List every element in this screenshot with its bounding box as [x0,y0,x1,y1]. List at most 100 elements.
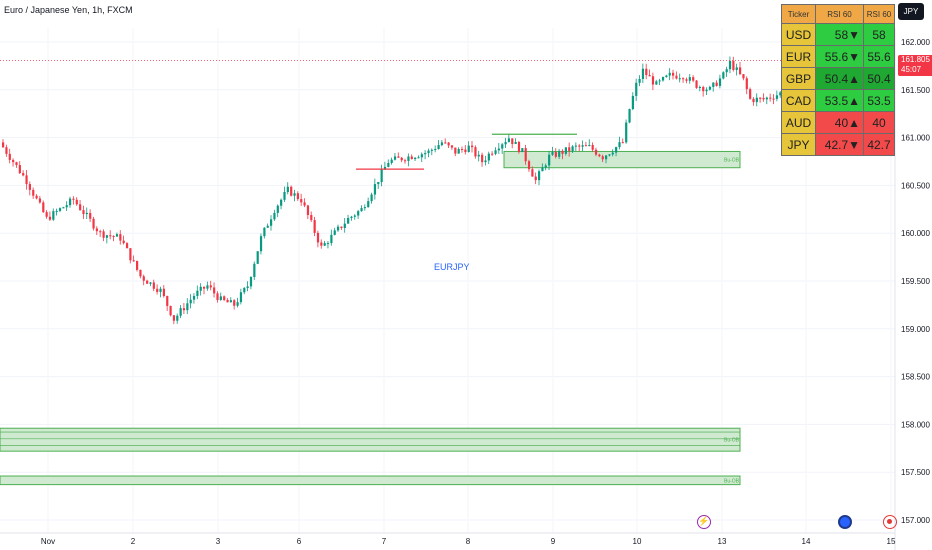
candle-body [330,234,333,244]
order-block-zone [503,150,741,169]
x-tick-label: Nov [41,537,55,546]
candle-body [236,302,239,306]
candle-body [320,242,323,246]
candle-body [353,215,356,217]
rsi-value: 40▲ [815,111,864,134]
candle-body [497,148,500,151]
last-price-tag: 161.805 45:07 [898,55,932,76]
candle-body [460,149,464,151]
candle-body [79,204,82,211]
rsi-ticker: CAD [781,89,816,112]
candle-body [270,219,273,226]
candle-body [504,141,507,145]
candle-body [303,202,306,206]
candle-body [404,160,407,162]
chart-title: Euro / Japanese Yen, 1h, FXCM [4,5,133,15]
y-tick-label: 161.000 [901,134,930,143]
candle-body [769,97,772,99]
candle-body [611,152,614,155]
candle-body [326,243,330,245]
candle-body [752,98,755,103]
support-resistance-lines [0,60,895,170]
candle-body [169,305,172,316]
candle-body [58,208,62,211]
candle-body [625,122,628,143]
x-tick-label: 7 [382,537,387,546]
candle-body [417,157,420,159]
candle-body [156,288,159,292]
candle-body [253,263,256,278]
candle-body [223,296,226,300]
bar-countdown: 45:07 [901,65,922,74]
x-tick-label: 10 [633,537,642,546]
candle-body [742,74,745,79]
candle-body [715,82,718,86]
candle-body [373,184,377,195]
candle-body [501,144,504,149]
candle-body [745,78,748,90]
candle-body [115,234,119,237]
candle-body [176,315,179,321]
currency-badge[interactable]: JPY [898,3,924,20]
candle-body [112,235,115,237]
order-block-zones: Bu-OB Bu-OB Bu-OB [0,150,741,486]
rsi-table: Ticker RSI 60 RSI 60 USD 58▼ 58 EUR 55.6▼ 55.… [781,4,895,156]
zone-label: Bu-OB [724,478,740,484]
candle-body [605,155,608,160]
candle-body [186,303,189,311]
candle-body [52,211,55,220]
earnings-event-icon[interactable] [883,515,897,529]
candle-body [524,148,527,162]
candle-body [682,78,685,80]
candle-body [380,169,383,182]
x-tick-label: 14 [802,537,811,546]
candle-body [762,97,765,100]
candle-body [286,186,289,193]
candle-body [306,205,310,216]
candle-body [296,193,299,200]
candle-body [18,165,21,174]
candle-body [698,86,701,88]
candle-body [594,149,598,155]
candle-body [481,154,484,163]
candle-body [172,315,176,321]
candle-body [571,146,574,151]
candle-body [263,227,266,237]
x-tick-label: 9 [551,537,556,546]
candle-body [732,61,735,70]
candle-body [42,202,45,213]
candle-body [615,147,618,153]
candle-body [142,276,145,281]
candle-body [598,154,601,157]
candle-body [608,154,611,156]
candle-body [457,149,460,154]
candle-body [132,260,135,262]
candle-body [772,98,775,100]
candle-body [5,147,8,154]
chart-grid [0,28,895,533]
candle-body [568,147,571,151]
candle-body [179,308,182,316]
candle-body [192,295,196,300]
chart-axes: 162.000 161.500 161.000 160.500 160.000 159.5… [0,28,930,550]
candle-body [266,225,269,228]
economic-event-icon[interactable] [838,515,852,529]
candle-body [722,72,725,79]
candle-body [310,215,313,221]
rsi-row-eur: EUR 55.6▼ 55.6 [781,45,895,68]
candle-body [631,95,634,110]
candle-body [280,199,283,206]
candle-body [146,280,149,284]
candle-body [514,141,517,144]
candle-body [661,77,665,81]
lightning-icon[interactable]: ⚡ [697,515,711,529]
candle-body [705,89,708,92]
candle-body [564,147,567,154]
y-tick-label: 158.000 [901,420,930,429]
candle-body [35,195,38,199]
candle-body [708,86,712,90]
candle-body [487,153,490,161]
candle-body [109,235,112,237]
candle-body [276,205,279,213]
